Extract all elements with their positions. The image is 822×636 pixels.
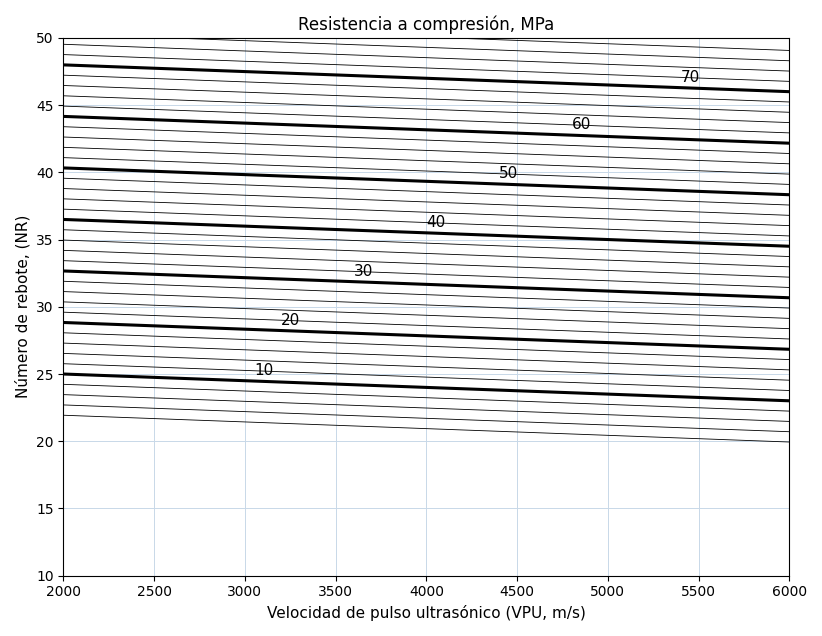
- Text: 20: 20: [281, 313, 301, 328]
- Title: Resistencia a compresión, MPa: Resistencia a compresión, MPa: [298, 15, 555, 34]
- Text: 50: 50: [499, 166, 519, 181]
- Y-axis label: Número de rebote, (NR): Número de rebote, (NR): [15, 215, 30, 399]
- Text: 60: 60: [571, 118, 591, 132]
- Text: 40: 40: [427, 215, 446, 230]
- Text: 30: 30: [353, 264, 373, 279]
- X-axis label: Velocidad de pulso ultrasónico (VPU, m/s): Velocidad de pulso ultrasónico (VPU, m/s…: [267, 605, 586, 621]
- Text: 70: 70: [681, 70, 700, 85]
- Text: 10: 10: [254, 363, 273, 378]
